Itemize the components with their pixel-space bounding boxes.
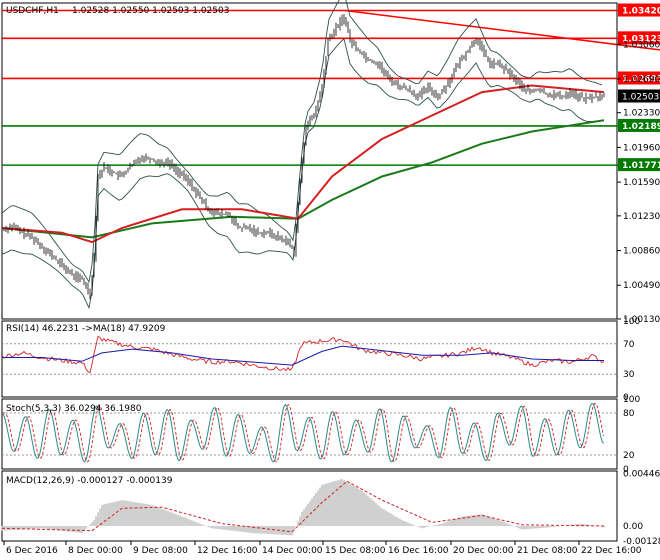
- level-label-bg: [618, 31, 660, 45]
- y-tick-label: 1.00490: [623, 281, 660, 291]
- macd-tick-label: 0.004468: [623, 469, 660, 479]
- rsi-tick-label: 0: [623, 393, 629, 403]
- y-tick-label: 1.03060: [623, 40, 660, 50]
- time-axis: 6 Dec 2016 8 Dec 00:00 9 Dec 08:00 12 Dec 1…: [3, 541, 642, 556]
- current-price-label: 1.02503: [622, 92, 659, 102]
- stoch-d-line: [2, 403, 604, 463]
- y-tick-label: 1.02330: [623, 109, 660, 119]
- macd-signal-line: [1, 480, 605, 533]
- y-tick-label: 1.02690: [623, 75, 660, 85]
- stoch-tick-label: 100: [623, 395, 640, 405]
- level-label: 1.03420: [622, 7, 660, 17]
- level-label-bg: [618, 3, 660, 17]
- x-tick-label: 21 Dec 08:00: [517, 546, 578, 556]
- x-tick-label: 8 Dec 00:00: [68, 546, 123, 556]
- y-tick-label: 1.01590: [623, 178, 660, 188]
- level-label-bg: [618, 158, 660, 172]
- macd-tick-label: 0.00: [623, 522, 643, 532]
- level-label: 1.03123: [622, 34, 660, 44]
- ma-green: [1, 119, 605, 239]
- level-label-bg: [618, 118, 660, 132]
- chart-header-ohlc: 1.02528 1.02550 1.02503 1.02503: [72, 6, 229, 16]
- stoch-panel[interactable]: [1, 403, 617, 463]
- rsi-line: [1, 335, 605, 374]
- level-label: 1.01771: [622, 161, 660, 171]
- rsi-title: RSI(14) 46.2231 ->MA(18) 47.9209: [6, 324, 166, 334]
- x-tick-label: 15 Dec 08:00: [325, 546, 386, 556]
- x-tick-label: 20 Dec 00:00: [453, 546, 514, 556]
- rsi-tick-label: 100: [623, 317, 640, 327]
- current-price-bg: [618, 89, 660, 103]
- stoch-tick-label: 20: [623, 451, 635, 461]
- rsi-tick-label: 70: [623, 340, 635, 350]
- rsi-tick-label: 30: [623, 370, 635, 380]
- x-tick-label: 9 Dec 08:00: [133, 546, 188, 556]
- x-tick-label: 6 Dec 2016: [6, 546, 58, 556]
- level-label-bg: [618, 71, 660, 85]
- stoch-title: Stoch(5,3,3) 36.0294 36.1980: [6, 404, 142, 414]
- x-tick-label: 14 Dec 00:00: [262, 546, 323, 556]
- main-panel[interactable]: [1, 0, 660, 310]
- band-upper: [1, 0, 603, 284]
- stoch-tick-label: 0: [623, 465, 629, 475]
- macd-title: MACD(12,26,9) -0.000127 -0.000139: [6, 476, 173, 486]
- x-tick-label: 16 Dec 16:00: [388, 546, 449, 556]
- level-label: 1.02189: [622, 122, 660, 132]
- rsi-ma-line: [2, 345, 604, 366]
- stoch-tick-label: 80: [623, 409, 635, 419]
- stoch-k-line: [1, 403, 604, 463]
- y-tick-label: 1.01960: [623, 143, 660, 153]
- main-frame: [1, 2, 618, 320]
- rsi-frame: [1, 320, 618, 398]
- y-tick-label: 1.00130: [623, 315, 660, 325]
- stoch-frame: [1, 398, 618, 470]
- y-tick-label: 1.01230: [623, 212, 660, 222]
- y-tick-label: 1.00860: [623, 247, 660, 257]
- price-axis: 1.03420 1.03123 1.02695 1.02189 1.01771 1.025…: [617, 3, 660, 547]
- level-label: 1.02695: [622, 74, 660, 84]
- macd-panel[interactable]: [1, 478, 605, 536]
- x-tick-label: 12 Dec 16:00: [197, 546, 258, 556]
- rsi-panel[interactable]: [1, 335, 617, 375]
- trendline: [344, 9, 660, 51]
- x-tick-label: 22 Dec 16:00: [581, 546, 642, 556]
- chart-header-title: USDCHF,H1: [6, 6, 59, 16]
- macd-tick-label: -0.001284: [623, 537, 660, 547]
